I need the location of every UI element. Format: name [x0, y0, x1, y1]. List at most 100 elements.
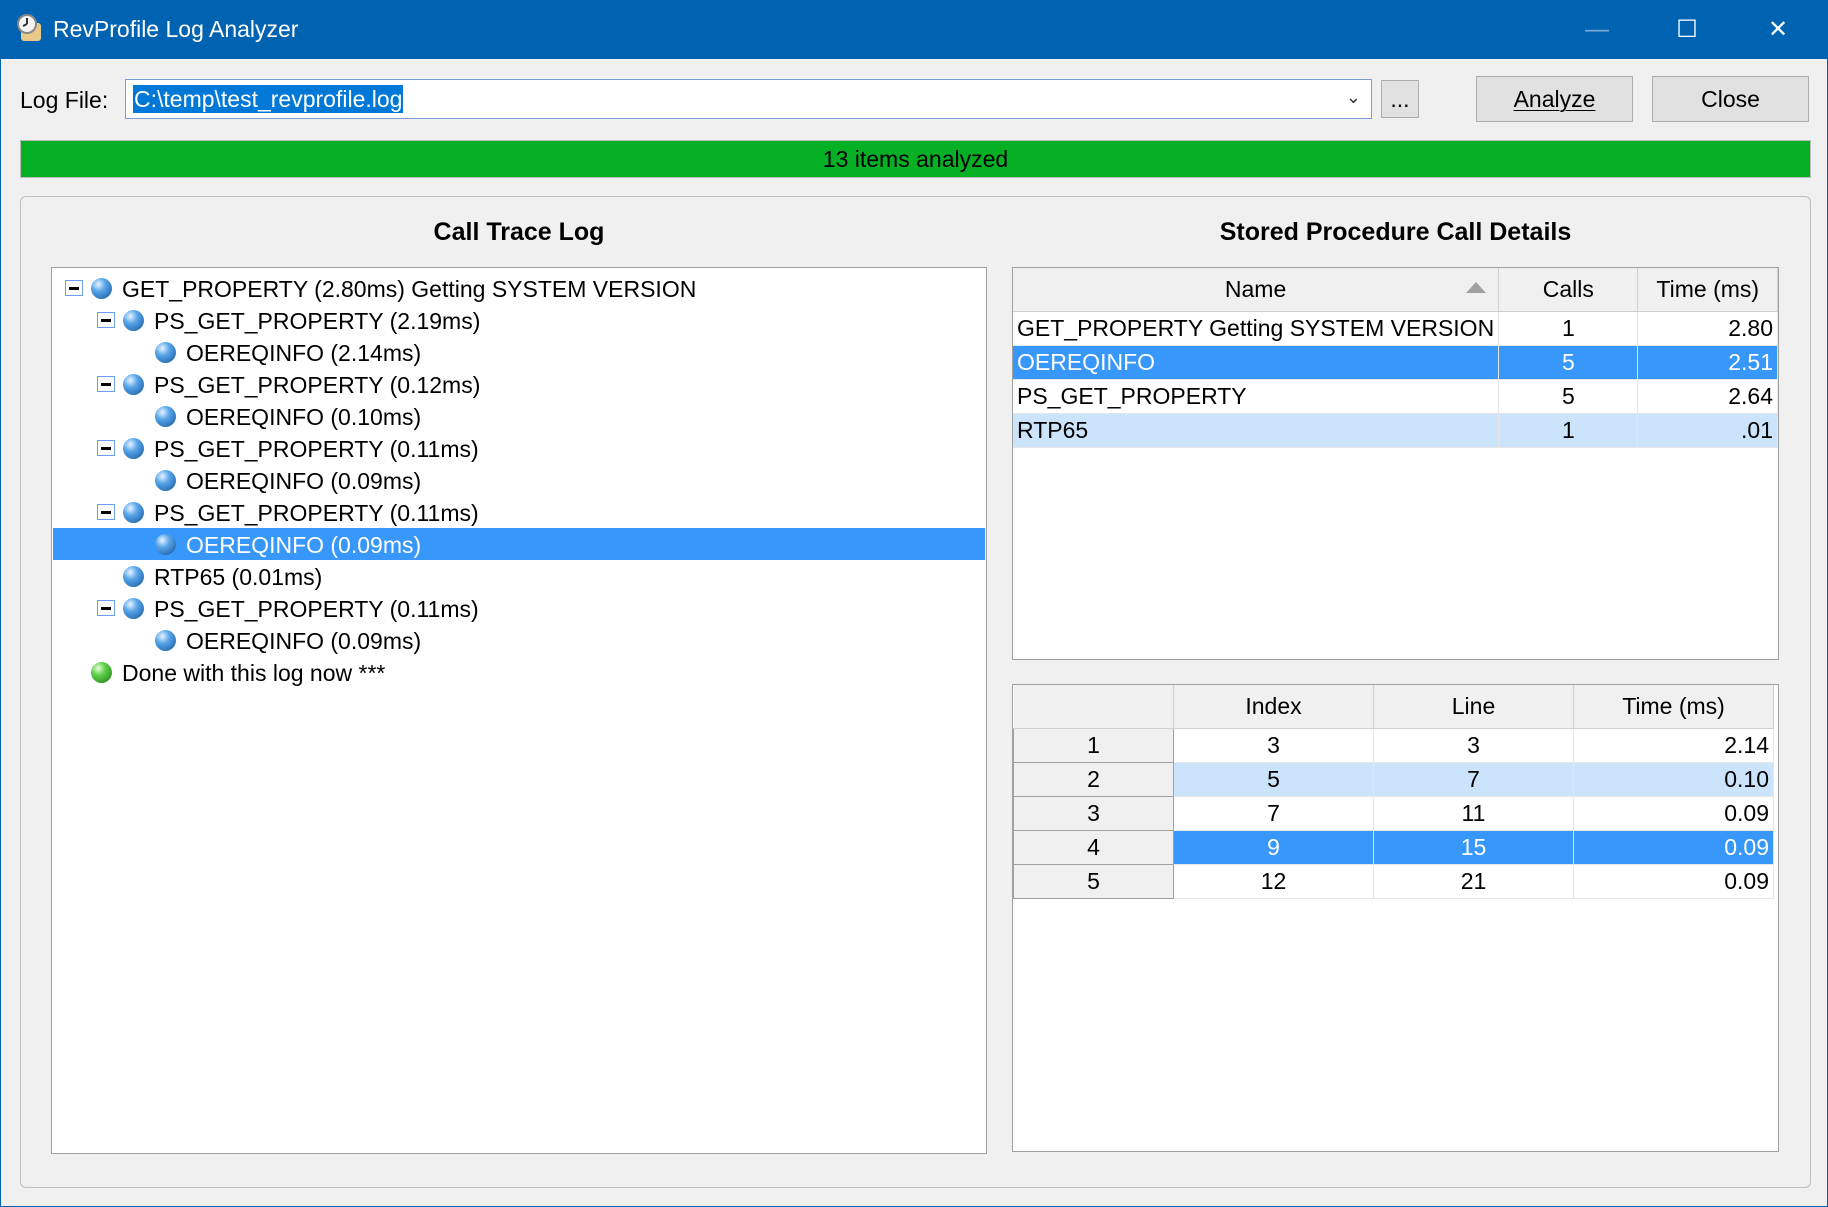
column-header[interactable]: Index [1173, 685, 1374, 729]
table-cell: 2.14 [1573, 728, 1774, 763]
table-cell: 5 [1498, 345, 1639, 380]
table-cell: RTP65 [1013, 413, 1500, 448]
minimize-button[interactable]: — [1585, 16, 1609, 43]
tree-item-label: Done with this log now *** [122, 660, 386, 686]
table-cell: 5 [1173, 762, 1374, 797]
column-header[interactable]: Name [1013, 268, 1500, 312]
analyze-button[interactable]: Analyze [1476, 76, 1633, 122]
collapse-toggle-icon[interactable] [97, 376, 115, 392]
tree-item[interactable]: Done with this log now *** [53, 656, 985, 688]
table-cell: 7 [1173, 796, 1374, 831]
tree-item[interactable]: PS_GET_PROPERTY (2.19ms) [53, 304, 985, 336]
tree-item-label: OEREQINFO (0.10ms) [186, 404, 422, 430]
table-row[interactable]: 2 5 7 0.10 [1013, 761, 1774, 797]
column-header[interactable]: Calls [1498, 268, 1639, 312]
table-row[interactable]: 5 12 21 0.09 [1013, 863, 1774, 899]
tree-item-label: PS_GET_PROPERTY (0.12ms) [154, 372, 481, 398]
column-header[interactable]: Time (ms) [1573, 685, 1774, 729]
table-row[interactable]: PS_GET_PROPERTY 5 2.64 [1013, 379, 1778, 414]
blue-sphere-icon [123, 374, 144, 395]
tree-item[interactable]: OEREQINFO (0.09ms) [53, 624, 985, 656]
column-header[interactable]: Line [1373, 685, 1574, 729]
table-cell: 0.10 [1573, 762, 1774, 797]
chevron-down-icon[interactable]: ⌄ [1345, 87, 1361, 107]
tree-item-label: PS_GET_PROPERTY (2.19ms) [154, 308, 481, 334]
blue-sphere-icon [155, 342, 176, 363]
table-cell: GET_PROPERTY Getting SYSTEM VERSION [1013, 311, 1500, 346]
table-row[interactable]: 3 7 11 0.09 [1013, 795, 1774, 831]
blue-sphere-icon [123, 566, 144, 587]
tree-item[interactable]: OEREQINFO (0.10ms) [53, 400, 985, 432]
call-trace-tree[interactable]: GET_PROPERTY (2.80ms) Getting SYSTEM VER… [51, 267, 987, 1154]
tree-item[interactable]: PS_GET_PROPERTY (0.11ms) [53, 432, 985, 464]
table-cell: 2.51 [1637, 345, 1778, 380]
column-header[interactable] [1013, 685, 1174, 729]
blue-sphere-icon [123, 310, 144, 331]
tree-item-label: RTP65 (0.01ms) [154, 564, 323, 590]
row-header: 1 [1013, 727, 1174, 763]
table-cell: 21 [1373, 864, 1574, 899]
collapse-toggle-icon[interactable] [97, 440, 115, 456]
blue-sphere-icon [155, 534, 176, 555]
tree-item-label: PS_GET_PROPERTY (0.11ms) [154, 436, 479, 462]
tree-item-label: OEREQINFO (0.09ms) [186, 628, 422, 654]
tree-item[interactable]: OEREQINFO (2.14ms) [53, 336, 985, 368]
row-header: 2 [1013, 761, 1174, 797]
progress-bar: 13 items analyzed [20, 140, 1811, 178]
column-header[interactable]: Time (ms) [1637, 268, 1778, 312]
tree-item-label: PS_GET_PROPERTY (0.11ms) [154, 596, 479, 622]
blue-sphere-icon [123, 598, 144, 619]
tree-item[interactable]: PS_GET_PROPERTY (0.12ms) [53, 368, 985, 400]
tree-item-label: OEREQINFO (0.09ms) [186, 468, 422, 494]
collapse-toggle-icon[interactable] [97, 504, 115, 520]
collapse-toggle-icon[interactable] [97, 312, 115, 328]
collapse-toggle-icon[interactable] [97, 600, 115, 616]
blue-sphere-icon [155, 406, 176, 427]
collapse-toggle-icon[interactable] [65, 280, 83, 296]
table-cell: 3 [1373, 728, 1574, 763]
tree-item[interactable]: OEREQINFO (0.09ms) [53, 528, 985, 560]
tree-item[interactable]: GET_PROPERTY (2.80ms) Getting SYSTEM VER… [53, 272, 985, 304]
table-cell: OEREQINFO [1013, 345, 1500, 380]
table-row[interactable]: OEREQINFO 5 2.51 [1013, 345, 1778, 380]
tree-item-label: PS_GET_PROPERTY (0.11ms) [154, 500, 479, 526]
log-file-combobox[interactable]: C:\temp\test_revprofile.log ⌄ [125, 79, 1372, 119]
table-cell: 12 [1173, 864, 1374, 899]
row-header: 4 [1013, 829, 1174, 865]
table-cell: 2.80 [1637, 311, 1778, 346]
tree-item[interactable]: PS_GET_PROPERTY (0.11ms) [53, 496, 985, 528]
tree-item[interactable]: OEREQINFO (0.09ms) [53, 464, 985, 496]
tree-item-label: GET_PROPERTY (2.80ms) Getting SYSTEM VER… [122, 276, 697, 302]
log-file-label: Log File: [20, 87, 109, 113]
tree-item-label: OEREQINFO (2.14ms) [186, 340, 422, 366]
table-cell: .01 [1637, 413, 1778, 448]
calls-table[interactable]: Index Line Time (ms) 1 3 3 2.14 2 5 7 0.10 3 7 11 0.09… [1012, 684, 1779, 1152]
table-cell: 0.09 [1573, 796, 1774, 831]
window-close-button[interactable]: ✕ [1767, 16, 1789, 43]
maximize-button[interactable]: ☐ [1676, 16, 1698, 43]
table-cell: 3 [1173, 728, 1374, 763]
tree-item[interactable]: RTP65 (0.01ms) [53, 560, 985, 592]
title-bar: RevProfile Log Analyzer — ☐ ✕ [1, 1, 1828, 59]
call-trace-title: Call Trace Log [433, 218, 605, 246]
table-row[interactable]: 1 3 3 2.14 [1013, 727, 1774, 763]
scroll-clock-icon [17, 14, 41, 41]
sort-ascending-icon [1466, 282, 1487, 293]
blue-sphere-icon [155, 630, 176, 651]
table-row[interactable]: GET_PROPERTY Getting SYSTEM VERSION 1 2.80 [1013, 311, 1778, 346]
table-row[interactable]: RTP65 1.01 [1013, 413, 1778, 448]
table-cell: 9 [1173, 830, 1374, 865]
row-header: 5 [1013, 863, 1174, 899]
tree-item[interactable]: PS_GET_PROPERTY (0.11ms) [53, 592, 985, 624]
blue-sphere-icon [123, 502, 144, 523]
window-title: RevProfile Log Analyzer [53, 16, 299, 42]
close-button[interactable]: Close [1652, 76, 1809, 122]
table-cell: 2.64 [1637, 379, 1778, 414]
details-table[interactable]: Name Calls Time (ms) GET_PROPERTY Getting S… [1012, 267, 1779, 660]
table-cell: 0.09 [1573, 864, 1774, 899]
blue-sphere-icon [123, 438, 144, 459]
browse-button[interactable]: ... [1381, 80, 1419, 118]
log-file-value[interactable]: C:\temp\test_revprofile.log [133, 85, 404, 113]
blue-sphere-icon [155, 470, 176, 491]
table-row[interactable]: 4 9 15 0.09 [1013, 829, 1774, 865]
